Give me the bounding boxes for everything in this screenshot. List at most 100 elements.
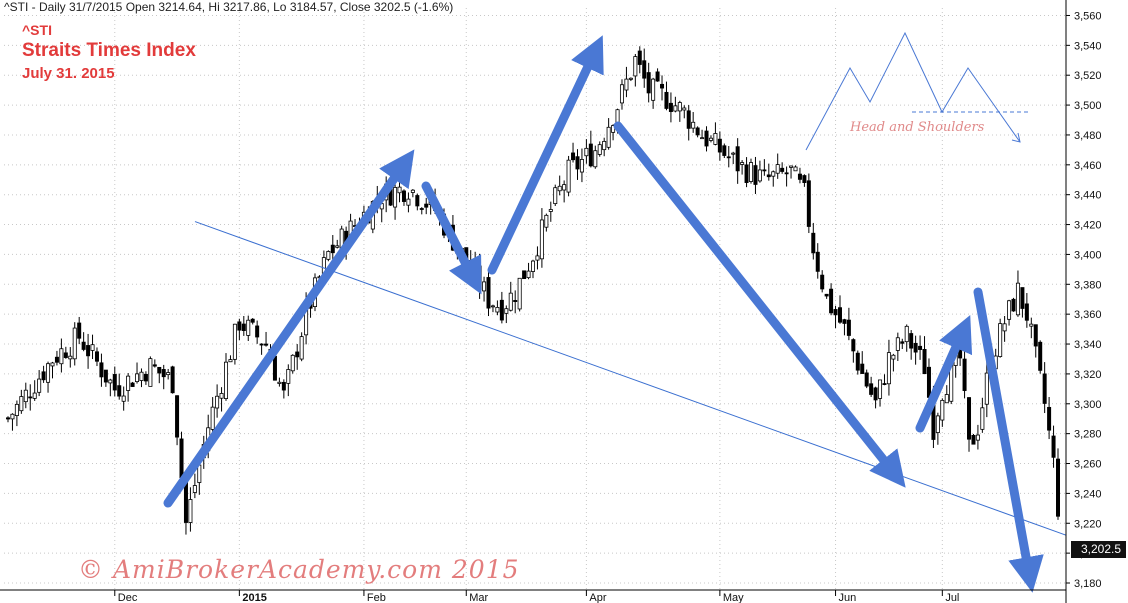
candle-body (633, 56, 638, 77)
x-tick-label: Feb (367, 592, 386, 603)
y-tick-label: 3,420 (1074, 220, 1102, 232)
trend-arrow (421, 181, 482, 295)
candle-body (829, 288, 834, 314)
candle-body (646, 72, 651, 94)
candle-body (700, 137, 705, 140)
candle-body (584, 147, 589, 157)
candle-body (215, 395, 220, 409)
trendline (194, 221, 1067, 536)
candle-body (1007, 300, 1012, 320)
candle-body (179, 438, 184, 478)
candle-body (722, 145, 727, 156)
y-tick-label: 3,400 (1074, 249, 1102, 261)
candle-body (517, 277, 522, 310)
candle-body (762, 169, 767, 172)
y-tick-label: 3,240 (1074, 488, 1102, 500)
candle-body (482, 281, 487, 292)
candle-body (637, 50, 642, 65)
candle-body (228, 359, 233, 363)
candle-body (566, 159, 571, 193)
candle-body (971, 434, 976, 445)
candle-body (922, 349, 927, 375)
candle-body (606, 126, 611, 148)
head-and-shoulders-outline (805, 31, 1021, 151)
candle-body (557, 185, 562, 192)
y-tick-label: 3,440 (1074, 190, 1102, 202)
candle-body (157, 366, 162, 374)
y-tick-label: 3,300 (1074, 399, 1102, 411)
x-tick-label: Jul (945, 592, 959, 603)
candle-body (259, 343, 264, 346)
candle-body (757, 169, 762, 182)
candle-body (419, 208, 424, 210)
candle-body (415, 195, 420, 207)
candle-body (241, 323, 246, 332)
trend-arrow (973, 287, 1044, 593)
candle-body (704, 130, 709, 147)
candle-body (1051, 435, 1056, 458)
y-tick-label: 3,380 (1074, 279, 1102, 291)
candle-body (824, 293, 829, 297)
x-tick-label: Apr (589, 592, 606, 603)
chart-date: July 31. 2015 (22, 65, 115, 82)
candle-body (686, 110, 691, 129)
candle-body (126, 375, 131, 391)
candle-body (148, 358, 153, 387)
candle-body (10, 413, 15, 420)
candle-body (117, 385, 122, 397)
x-tick-label: 2015 (242, 592, 266, 603)
trend-arrow (163, 149, 415, 508)
y-tick-label: 3,180 (1074, 578, 1102, 590)
pattern-label: Head and Shoulders (850, 120, 985, 135)
candle-body (846, 319, 851, 336)
candle-body (562, 184, 567, 191)
candle-body (46, 363, 51, 383)
candle-body (219, 393, 224, 399)
trend-arrow (613, 121, 906, 488)
candle-body (775, 164, 780, 174)
y-axis: 3,1803,2003,2203,2403,2603,2803,3003,320… (1065, 0, 1102, 603)
y-tick-label: 3,500 (1074, 100, 1102, 112)
candle-body (891, 354, 896, 360)
candle-body (495, 307, 500, 313)
candle-body (335, 245, 340, 248)
candle-body (895, 337, 900, 351)
candle-body (962, 358, 967, 391)
candle-body (655, 71, 660, 82)
candle-body (1011, 298, 1016, 312)
candle-body (1024, 303, 1029, 321)
candle-body (909, 333, 914, 349)
candle-body (691, 121, 696, 129)
x-axis: Dec 2015 Feb Mar Apr May Jun Jul (0, 589, 1066, 603)
candle-body (882, 383, 887, 385)
candle-body (161, 369, 166, 378)
candle-body (94, 351, 99, 362)
candle-body (548, 209, 553, 212)
candle-body (544, 214, 549, 228)
candle-body (602, 141, 607, 151)
candle-body (717, 138, 722, 153)
candle-body (295, 351, 300, 358)
candle-body (1020, 287, 1025, 309)
ticker-label: ^STI (22, 22, 52, 38)
candle-body (250, 318, 255, 323)
head-and-shoulders-sketch (805, 31, 1030, 151)
candle-body (531, 260, 536, 272)
candle-body (793, 166, 798, 172)
sketch-arrowhead (1011, 132, 1021, 143)
candle-body (170, 366, 175, 394)
candle-body (784, 172, 789, 175)
candle-body (522, 270, 527, 280)
candle-body (837, 307, 842, 323)
candle-body (72, 327, 77, 360)
candle-body (811, 232, 816, 254)
candle-body (571, 152, 576, 161)
candle-body (998, 323, 1003, 357)
candle-body (424, 203, 429, 208)
candle-body (63, 352, 68, 358)
candle-body (935, 415, 940, 433)
candle-body (330, 244, 335, 254)
candle-body (86, 345, 91, 357)
candle-body (682, 107, 687, 111)
